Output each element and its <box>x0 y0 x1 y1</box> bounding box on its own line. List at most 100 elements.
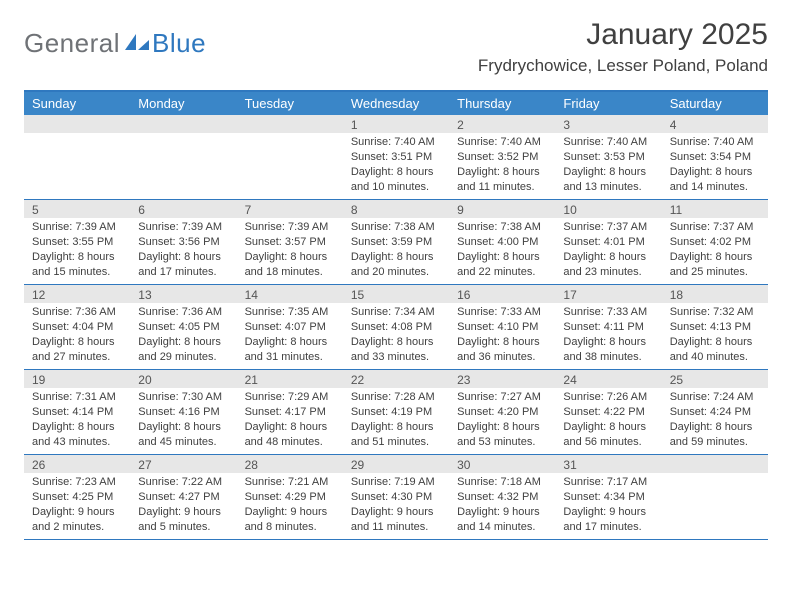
sunset-text: Sunset: 4:19 PM <box>351 405 443 420</box>
day-number: 16 <box>449 285 555 303</box>
daylight-text: Daylight: 8 hours and 23 minutes. <box>563 250 655 280</box>
day-cell <box>662 455 768 539</box>
week-row: 19Sunrise: 7:31 AMSunset: 4:14 PMDayligh… <box>24 370 768 455</box>
header: General Blue January 2025 Frydrychowice,… <box>24 18 768 76</box>
day-body: Sunrise: 7:37 AMSunset: 4:01 PMDaylight:… <box>555 218 661 283</box>
day-cell: 20Sunrise: 7:30 AMSunset: 4:16 PMDayligh… <box>130 370 236 454</box>
day-cell: 21Sunrise: 7:29 AMSunset: 4:17 PMDayligh… <box>237 370 343 454</box>
calendar: Sunday Monday Tuesday Wednesday Thursday… <box>24 90 768 540</box>
sunrise-text: Sunrise: 7:37 AM <box>670 220 762 235</box>
sunset-text: Sunset: 4:07 PM <box>245 320 337 335</box>
day-number: 25 <box>662 370 768 388</box>
sunrise-text: Sunrise: 7:26 AM <box>563 390 655 405</box>
day-number: 12 <box>24 285 130 303</box>
daylight-text: Daylight: 9 hours and 5 minutes. <box>138 505 230 535</box>
location-subtitle: Frydrychowice, Lesser Poland, Poland <box>478 56 768 76</box>
sunrise-text: Sunrise: 7:40 AM <box>351 135 443 150</box>
sunrise-text: Sunrise: 7:17 AM <box>563 475 655 490</box>
day-cell: 15Sunrise: 7:34 AMSunset: 4:08 PMDayligh… <box>343 285 449 369</box>
sunset-text: Sunset: 4:20 PM <box>457 405 549 420</box>
sunrise-text: Sunrise: 7:33 AM <box>457 305 549 320</box>
day-body: Sunrise: 7:32 AMSunset: 4:13 PMDaylight:… <box>662 303 768 368</box>
day-cell: 7Sunrise: 7:39 AMSunset: 3:57 PMDaylight… <box>237 200 343 284</box>
brand-word-1: General <box>24 28 120 59</box>
sunset-text: Sunset: 4:27 PM <box>138 490 230 505</box>
sunset-text: Sunset: 4:01 PM <box>563 235 655 250</box>
sunrise-text: Sunrise: 7:39 AM <box>245 220 337 235</box>
dow-sunday: Sunday <box>24 92 130 115</box>
day-body: Sunrise: 7:28 AMSunset: 4:19 PMDaylight:… <box>343 388 449 453</box>
day-body: Sunrise: 7:27 AMSunset: 4:20 PMDaylight:… <box>449 388 555 453</box>
sunrise-text: Sunrise: 7:39 AM <box>32 220 124 235</box>
day-cell: 19Sunrise: 7:31 AMSunset: 4:14 PMDayligh… <box>24 370 130 454</box>
daylight-text: Daylight: 8 hours and 14 minutes. <box>670 165 762 195</box>
daylight-text: Daylight: 8 hours and 25 minutes. <box>670 250 762 280</box>
page: General Blue January 2025 Frydrychowice,… <box>0 0 792 612</box>
sunrise-text: Sunrise: 7:38 AM <box>457 220 549 235</box>
day-number: 10 <box>555 200 661 218</box>
daylight-text: Daylight: 8 hours and 31 minutes. <box>245 335 337 365</box>
sunset-text: Sunset: 4:10 PM <box>457 320 549 335</box>
day-number: 3 <box>555 115 661 133</box>
sunrise-text: Sunrise: 7:23 AM <box>32 475 124 490</box>
sunrise-text: Sunrise: 7:35 AM <box>245 305 337 320</box>
sunrise-text: Sunrise: 7:28 AM <box>351 390 443 405</box>
day-number: 18 <box>662 285 768 303</box>
sunrise-text: Sunrise: 7:40 AM <box>670 135 762 150</box>
day-body: Sunrise: 7:38 AMSunset: 4:00 PMDaylight:… <box>449 218 555 283</box>
brand-word-2: Blue <box>152 28 206 59</box>
daylight-text: Daylight: 8 hours and 51 minutes. <box>351 420 443 450</box>
day-cell <box>24 115 130 199</box>
day-body: Sunrise: 7:39 AMSunset: 3:55 PMDaylight:… <box>24 218 130 283</box>
day-number: 14 <box>237 285 343 303</box>
sunrise-text: Sunrise: 7:40 AM <box>457 135 549 150</box>
sail-icon <box>124 32 150 52</box>
sunset-text: Sunset: 4:14 PM <box>32 405 124 420</box>
day-number: 31 <box>555 455 661 473</box>
sunset-text: Sunset: 3:59 PM <box>351 235 443 250</box>
day-cell: 13Sunrise: 7:36 AMSunset: 4:05 PMDayligh… <box>130 285 236 369</box>
daylight-text: Daylight: 8 hours and 40 minutes. <box>670 335 762 365</box>
sunset-text: Sunset: 4:24 PM <box>670 405 762 420</box>
sunrise-text: Sunrise: 7:22 AM <box>138 475 230 490</box>
daylight-text: Daylight: 8 hours and 45 minutes. <box>138 420 230 450</box>
day-number <box>237 115 343 133</box>
sunrise-text: Sunrise: 7:36 AM <box>138 305 230 320</box>
day-body: Sunrise: 7:37 AMSunset: 4:02 PMDaylight:… <box>662 218 768 283</box>
sunset-text: Sunset: 4:25 PM <box>32 490 124 505</box>
day-number: 27 <box>130 455 236 473</box>
sunset-text: Sunset: 4:34 PM <box>563 490 655 505</box>
sunset-text: Sunset: 4:17 PM <box>245 405 337 420</box>
sunset-text: Sunset: 3:51 PM <box>351 150 443 165</box>
sunrise-text: Sunrise: 7:21 AM <box>245 475 337 490</box>
day-body: Sunrise: 7:34 AMSunset: 4:08 PMDaylight:… <box>343 303 449 368</box>
day-body: Sunrise: 7:17 AMSunset: 4:34 PMDaylight:… <box>555 473 661 538</box>
sunrise-text: Sunrise: 7:38 AM <box>351 220 443 235</box>
day-cell: 28Sunrise: 7:21 AMSunset: 4:29 PMDayligh… <box>237 455 343 539</box>
day-of-week-header: Sunday Monday Tuesday Wednesday Thursday… <box>24 92 768 115</box>
daylight-text: Daylight: 8 hours and 36 minutes. <box>457 335 549 365</box>
day-cell: 9Sunrise: 7:38 AMSunset: 4:00 PMDaylight… <box>449 200 555 284</box>
day-number: 6 <box>130 200 236 218</box>
sunset-text: Sunset: 4:08 PM <box>351 320 443 335</box>
sunrise-text: Sunrise: 7:34 AM <box>351 305 443 320</box>
dow-tuesday: Tuesday <box>237 92 343 115</box>
day-number: 28 <box>237 455 343 473</box>
sunset-text: Sunset: 4:29 PM <box>245 490 337 505</box>
sunrise-text: Sunrise: 7:29 AM <box>245 390 337 405</box>
day-body: Sunrise: 7:38 AMSunset: 3:59 PMDaylight:… <box>343 218 449 283</box>
week-row: 5Sunrise: 7:39 AMSunset: 3:55 PMDaylight… <box>24 200 768 285</box>
day-number <box>662 455 768 473</box>
day-cell: 8Sunrise: 7:38 AMSunset: 3:59 PMDaylight… <box>343 200 449 284</box>
daylight-text: Daylight: 8 hours and 18 minutes. <box>245 250 337 280</box>
sunset-text: Sunset: 4:30 PM <box>351 490 443 505</box>
sunset-text: Sunset: 3:55 PM <box>32 235 124 250</box>
dow-saturday: Saturday <box>662 92 768 115</box>
daylight-text: Daylight: 8 hours and 29 minutes. <box>138 335 230 365</box>
day-number: 23 <box>449 370 555 388</box>
day-body: Sunrise: 7:21 AMSunset: 4:29 PMDaylight:… <box>237 473 343 538</box>
day-cell: 23Sunrise: 7:27 AMSunset: 4:20 PMDayligh… <box>449 370 555 454</box>
daylight-text: Daylight: 8 hours and 15 minutes. <box>32 250 124 280</box>
day-body: Sunrise: 7:40 AMSunset: 3:52 PMDaylight:… <box>449 133 555 198</box>
sunset-text: Sunset: 4:13 PM <box>670 320 762 335</box>
